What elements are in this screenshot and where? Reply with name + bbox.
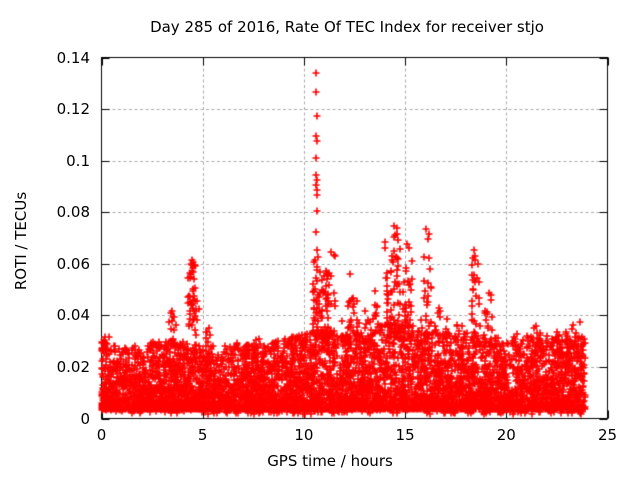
x-axis-label: GPS time / hours <box>267 452 393 470</box>
y-tick-label: 0 <box>80 409 90 428</box>
x-tick-label: 10 <box>294 426 314 444</box>
x-tick-label: 0 <box>96 426 107 444</box>
chart-title: Day 285 of 2016, Rate Of TEC Index for r… <box>150 18 544 36</box>
x-tick-label: 25 <box>597 426 618 444</box>
y-tick-label: 0.08 <box>56 203 90 222</box>
x-tick-label: 20 <box>496 426 516 444</box>
x-tick-label: 15 <box>395 426 415 444</box>
x-tick-label: 5 <box>197 426 208 444</box>
y-tick-label: 0.1 <box>66 151 90 170</box>
y-tick-label: 0.14 <box>56 48 90 67</box>
y-tick-label: 0.02 <box>56 357 90 376</box>
y-tick-label: 0.12 <box>56 100 90 119</box>
y-tick-label: 0.04 <box>56 306 90 325</box>
y-tick-label: 0.06 <box>56 254 90 273</box>
